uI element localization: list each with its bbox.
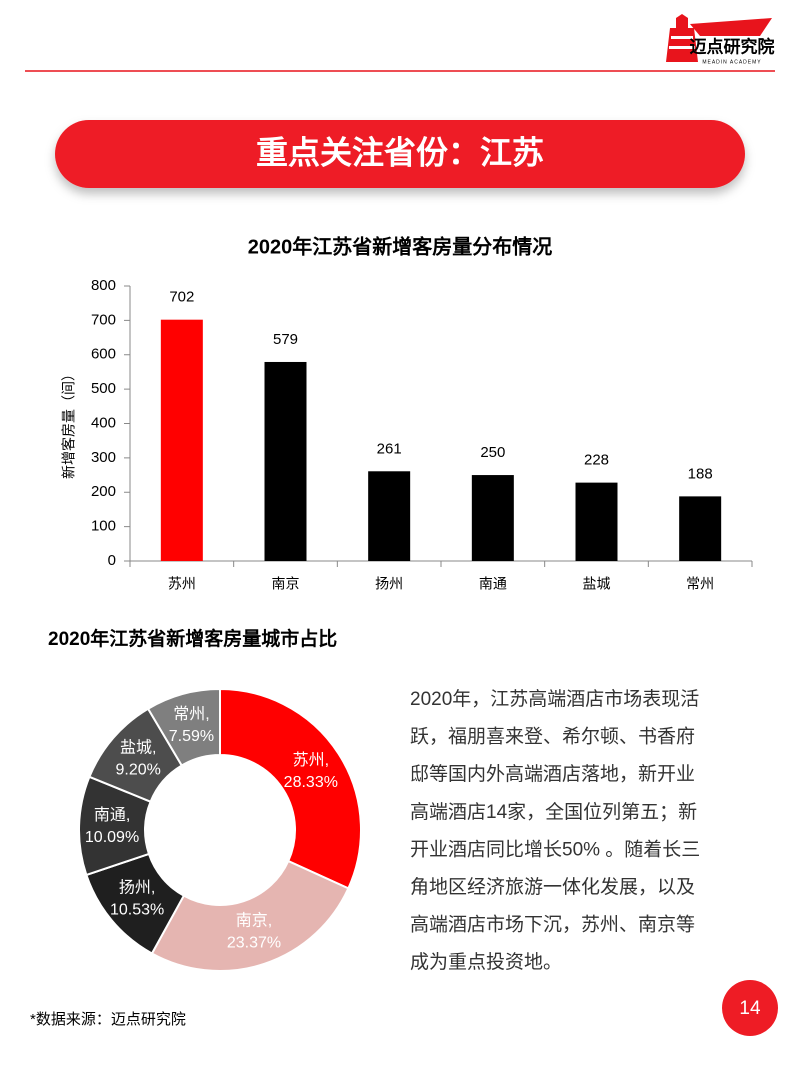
y-tick-label: 800: [91, 277, 116, 294]
slice-value-label: 28.33%: [284, 774, 338, 791]
x-tick-label: 苏州: [168, 576, 196, 592]
logo: 迈点研究院 MEADIN ACADEMY: [666, 14, 775, 65]
logo-text: 迈点研究院: [690, 36, 775, 56]
x-tick-label: 扬州: [375, 576, 403, 592]
bar: [679, 496, 722, 561]
paragraph-line: 高端酒店14家，全国位列第五；新: [410, 801, 697, 823]
slice-category: 苏州,: [293, 751, 329, 769]
paragraph-line: 高端酒店市场下沉，苏州、南京等: [410, 914, 695, 936]
x-tick-label: 常州: [686, 576, 714, 592]
value-label: 228: [584, 452, 609, 469]
slice-category: 扬州,: [119, 878, 155, 896]
slice-category: 常州,: [173, 705, 209, 723]
y-tick-label: 400: [91, 414, 116, 431]
y-tick-label: 500: [91, 380, 116, 397]
paragraph-line: 角地区经济旅游一体化发展，以及: [410, 876, 695, 898]
bar-chart-title: 2020年江苏省新增客房量分布情况: [248, 234, 553, 258]
slice-category: 南京,: [236, 912, 272, 930]
value-label: 250: [480, 444, 505, 461]
slice-category: 南通,: [94, 806, 130, 824]
y-tick-label: 700: [91, 311, 116, 328]
bar: [575, 482, 618, 561]
paragraph: 2020年，江苏高端酒店市场表现活跃，福朋喜来登、希尔顿、书香府邸等国内外高端酒…: [410, 688, 700, 973]
slice-value-label: 23.37%: [227, 935, 281, 952]
paragraph-line: 开业酒店同比增长50% 。随着长三: [410, 838, 700, 860]
y-tick-label: 100: [91, 518, 116, 535]
y-tick-label: 200: [91, 483, 116, 500]
bar: [368, 471, 411, 561]
y-tick-label: 300: [91, 449, 116, 466]
x-tick-label: 盐城: [583, 576, 611, 592]
banner: [55, 120, 745, 188]
value-label: 261: [377, 440, 402, 457]
paragraph-line: 跃，福朋喜来登、希尔顿、书香府: [410, 726, 695, 748]
slice-value-label: 10.53%: [110, 901, 164, 918]
x-tick-label: 南通: [479, 576, 507, 592]
slice-category: 盐城,: [120, 739, 156, 757]
bar: [160, 319, 203, 561]
value-label: 188: [688, 465, 713, 482]
donut-slice: [150, 859, 350, 972]
donut-slice: [219, 687, 362, 890]
slice-value-label: 7.59%: [169, 728, 214, 745]
page-number: 14: [739, 998, 761, 1019]
slice-value-label: 9.20%: [115, 762, 160, 779]
paragraph-line: 成为重点投资地。: [410, 951, 562, 973]
y-tick-label: 0: [108, 552, 116, 569]
logo-subtext: MEADIN ACADEMY: [702, 59, 761, 65]
bar: [264, 361, 307, 561]
x-tick-label: 南京: [272, 576, 300, 592]
y-axis-title: 新增客房量（间）: [61, 367, 77, 479]
donut-slice: [146, 687, 221, 767]
value-label: 579: [273, 331, 298, 348]
donut-chart-title: 2020年江苏省新增客房量城市占比: [48, 627, 337, 650]
page-badge: [722, 980, 778, 1036]
bar: [471, 475, 514, 561]
slice-value-label: 10.09%: [85, 829, 139, 846]
y-tick-label: 600: [91, 346, 116, 363]
banner-title: 重点关注省份：江苏: [256, 134, 544, 170]
paragraph-line: 邸等国内外高端酒店落地，新开业: [410, 763, 695, 785]
source-note: *数据来源：迈点研究院: [30, 1010, 186, 1028]
paragraph-line: 2020年，江苏高端酒店市场表现活: [410, 688, 699, 710]
value-label: 702: [169, 289, 194, 306]
